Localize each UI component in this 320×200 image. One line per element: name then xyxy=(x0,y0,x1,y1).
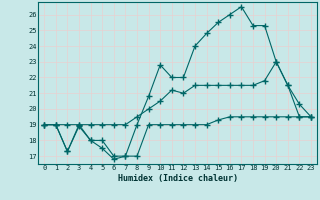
X-axis label: Humidex (Indice chaleur): Humidex (Indice chaleur) xyxy=(118,174,238,183)
